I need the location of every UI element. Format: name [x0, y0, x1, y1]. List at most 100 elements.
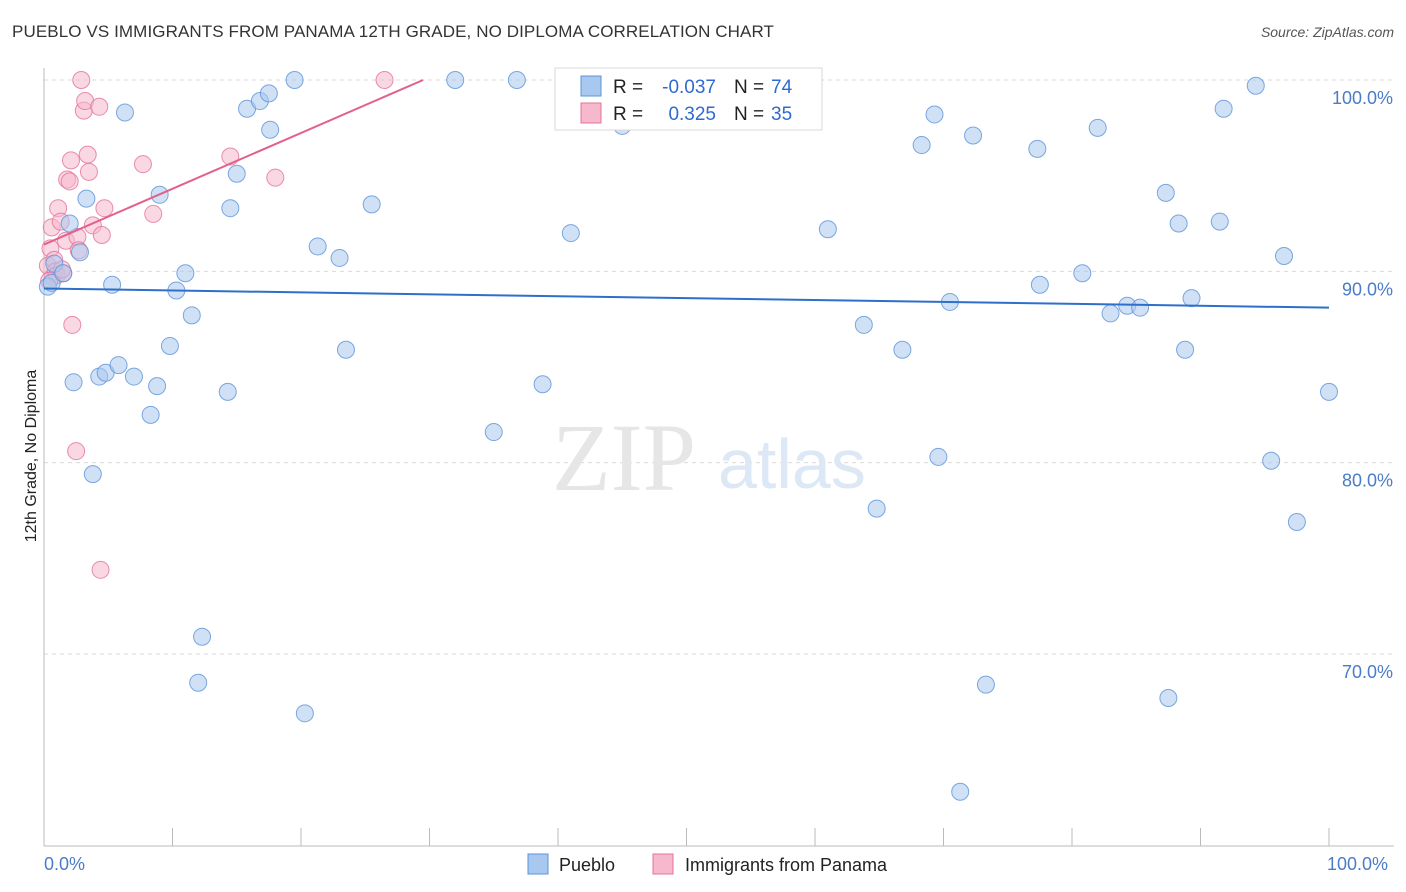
point-panama-15 — [67, 442, 86, 461]
point-pueblo-37 — [446, 71, 465, 89]
point-pueblo-68 — [1214, 99, 1233, 118]
legend-r-value-1: -0.037 — [662, 77, 716, 98]
legend-n-value-1: 74 — [771, 77, 793, 98]
point-pueblo-62 — [1156, 183, 1175, 202]
point-panama-27 — [95, 199, 114, 218]
point-pueblo-16 — [148, 377, 167, 396]
watermark-zip: ZIP — [552, 404, 696, 511]
point-pueblo-1 — [42, 273, 61, 292]
legend-swatch-panama — [580, 102, 602, 124]
series-immigrants-from-panama-points — [38, 71, 394, 579]
point-pueblo-56 — [1030, 275, 1049, 294]
y-tick-label-1: 90.0% — [1342, 279, 1393, 299]
series-legend-swatch-pueblo — [527, 853, 549, 875]
point-pueblo-55 — [1028, 139, 1047, 158]
point-panama-29 — [144, 204, 163, 223]
point-pueblo-64 — [1169, 214, 1188, 233]
series-legend: Pueblo Immigrants from Panama — [527, 853, 888, 875]
point-pueblo-20 — [176, 264, 195, 283]
point-pueblo-47 — [893, 340, 912, 359]
x-ticks — [172, 828, 1330, 846]
stats-legend: R = -0.037 N = 74 R = 0.325 N = 35 — [554, 67, 823, 131]
point-pueblo-66 — [1182, 289, 1201, 308]
series-pueblo-points — [38, 71, 1338, 801]
trend-lines — [43, 79, 1330, 309]
point-pueblo-38 — [484, 423, 503, 442]
point-pueblo-41 — [561, 224, 580, 243]
point-pueblo-52 — [951, 782, 970, 801]
point-pueblo-22 — [193, 627, 212, 646]
point-pueblo-53 — [964, 126, 983, 145]
point-pueblo-72 — [1287, 512, 1306, 531]
legend-n-label-2: N = — [734, 104, 764, 125]
point-panama-24 — [90, 97, 109, 116]
point-pueblo-67 — [1210, 212, 1229, 231]
point-pueblo-49 — [925, 105, 944, 124]
chart-source: Source: ZipAtlas.com — [1260, 24, 1394, 40]
point-pueblo-13 — [115, 103, 134, 122]
point-pueblo-14 — [124, 367, 143, 386]
point-pueblo-44 — [818, 220, 837, 239]
point-pueblo-25 — [221, 199, 240, 218]
point-pueblo-8 — [83, 465, 102, 484]
legend-n-label-1: N = — [734, 77, 764, 98]
y-tick-label-0: 100.0% — [1332, 88, 1393, 108]
point-pueblo-46 — [867, 499, 886, 518]
point-pueblo-45 — [854, 315, 873, 334]
point-pueblo-65 — [1176, 340, 1195, 359]
point-panama-22 — [79, 162, 98, 181]
legend-r-label-2: R = — [613, 104, 643, 125]
point-pueblo-36 — [362, 195, 381, 214]
legend-n-value-2: 35 — [771, 104, 792, 125]
point-pueblo-7 — [77, 189, 96, 208]
point-panama-13 — [61, 151, 80, 170]
trend-line-panama — [43, 79, 424, 246]
y-tick-label-2: 80.0% — [1342, 471, 1393, 491]
point-pueblo-32 — [295, 704, 314, 723]
point-pueblo-26 — [227, 164, 246, 183]
point-pueblo-48 — [912, 136, 931, 155]
point-pueblo-11 — [103, 275, 122, 294]
gridlines — [44, 79, 1394, 655]
y-axis-title: 12th Grade, No Diploma — [23, 370, 40, 543]
point-pueblo-29 — [259, 84, 278, 103]
point-panama-12 — [60, 172, 79, 191]
point-panama-28 — [133, 155, 152, 174]
point-pueblo-35 — [336, 340, 355, 359]
point-panama-25 — [91, 560, 110, 579]
point-panama-14 — [63, 315, 82, 334]
point-panama-30 — [221, 147, 240, 166]
series-legend-swatch-panama — [652, 853, 674, 875]
point-pueblo-59 — [1101, 304, 1120, 323]
point-pueblo-12 — [109, 356, 128, 375]
point-pueblo-6 — [70, 243, 89, 262]
point-pueblo-34 — [330, 248, 349, 267]
point-panama-31 — [266, 168, 285, 187]
point-pueblo-4 — [60, 214, 79, 233]
point-pueblo-73 — [1320, 382, 1338, 401]
point-pueblo-21 — [182, 306, 201, 325]
series-legend-label-panama: Immigrants from Panama — [685, 855, 888, 875]
legend-swatch-pueblo — [580, 75, 602, 97]
x-tick-label-min: 0.0% — [44, 854, 85, 874]
point-pueblo-33 — [308, 237, 327, 256]
trend-line-pueblo — [43, 287, 1330, 309]
point-pueblo-61 — [1131, 298, 1150, 317]
point-pueblo-5 — [64, 373, 83, 392]
legend-r-value-2: 0.325 — [668, 104, 716, 125]
watermark-atlas: atlas — [718, 425, 866, 503]
legend-r-label-1: R = — [613, 77, 643, 98]
y-tick-labels: 100.0% 90.0% 80.0% 70.0% — [1332, 88, 1393, 682]
point-pueblo-30 — [261, 120, 280, 139]
point-pueblo-58 — [1088, 118, 1107, 137]
point-pueblo-40 — [533, 375, 552, 394]
point-pueblo-57 — [1073, 264, 1092, 283]
x-tick-label-max: 100.0% — [1327, 854, 1388, 874]
point-pueblo-15 — [141, 405, 160, 424]
point-panama-18 — [72, 71, 91, 89]
y-tick-label-3: 70.0% — [1342, 662, 1393, 682]
point-pueblo-50 — [929, 447, 948, 466]
point-panama-26 — [92, 225, 111, 244]
point-pueblo-23 — [189, 673, 208, 692]
point-pueblo-71 — [1275, 247, 1294, 266]
